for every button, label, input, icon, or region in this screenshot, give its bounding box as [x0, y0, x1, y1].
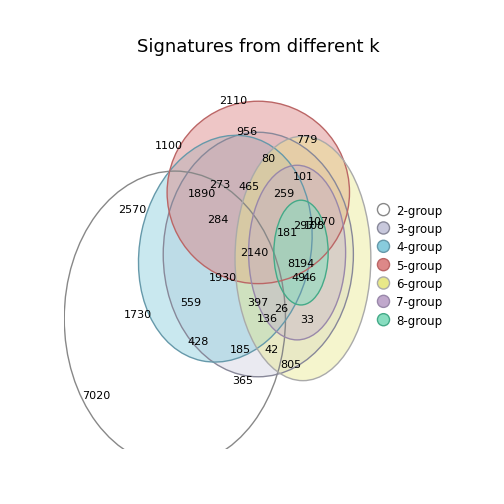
- Text: 26: 26: [274, 304, 288, 314]
- Text: 1100: 1100: [155, 141, 183, 151]
- Ellipse shape: [235, 136, 371, 381]
- Text: 49: 49: [292, 273, 306, 283]
- Text: 194: 194: [293, 259, 314, 269]
- Text: 428: 428: [187, 337, 209, 347]
- Title: Signatures from different k: Signatures from different k: [137, 38, 380, 56]
- Text: 42: 42: [265, 345, 279, 355]
- Text: 6: 6: [269, 313, 276, 324]
- Text: 185: 185: [230, 345, 251, 355]
- Text: 465: 465: [238, 181, 259, 192]
- Text: 2140: 2140: [240, 247, 269, 258]
- Text: 46: 46: [302, 273, 317, 283]
- Text: 956: 956: [236, 128, 257, 137]
- Text: 2570: 2570: [118, 205, 146, 215]
- Text: 101: 101: [292, 172, 313, 182]
- Legend: 2-group, 3-group, 4-group, 5-group, 6-group, 7-group, 8-group: 2-group, 3-group, 4-group, 5-group, 6-gr…: [373, 201, 446, 331]
- Text: 365: 365: [232, 375, 254, 386]
- Text: 1730: 1730: [124, 309, 152, 320]
- Text: 8: 8: [288, 259, 295, 269]
- Text: 1930: 1930: [209, 273, 237, 283]
- Text: 397: 397: [247, 298, 269, 308]
- Text: 13: 13: [257, 313, 270, 324]
- Text: 559: 559: [180, 298, 201, 308]
- Text: 108: 108: [304, 221, 325, 231]
- Text: 1890: 1890: [188, 190, 216, 200]
- Text: 779: 779: [296, 135, 318, 145]
- Text: 284: 284: [207, 215, 228, 225]
- Ellipse shape: [274, 200, 328, 305]
- Text: 273: 273: [209, 179, 230, 190]
- Text: 1070: 1070: [308, 217, 336, 226]
- Ellipse shape: [167, 101, 349, 284]
- Text: 181: 181: [277, 228, 298, 238]
- Ellipse shape: [248, 165, 346, 340]
- Text: 7020: 7020: [82, 391, 110, 401]
- Text: 805: 805: [281, 360, 302, 370]
- Text: 80: 80: [261, 154, 275, 164]
- Ellipse shape: [163, 132, 353, 377]
- Text: 33: 33: [300, 316, 314, 326]
- Text: 297: 297: [293, 221, 314, 231]
- Ellipse shape: [139, 135, 312, 362]
- Text: 2110: 2110: [219, 96, 247, 106]
- Text: 259: 259: [273, 190, 294, 200]
